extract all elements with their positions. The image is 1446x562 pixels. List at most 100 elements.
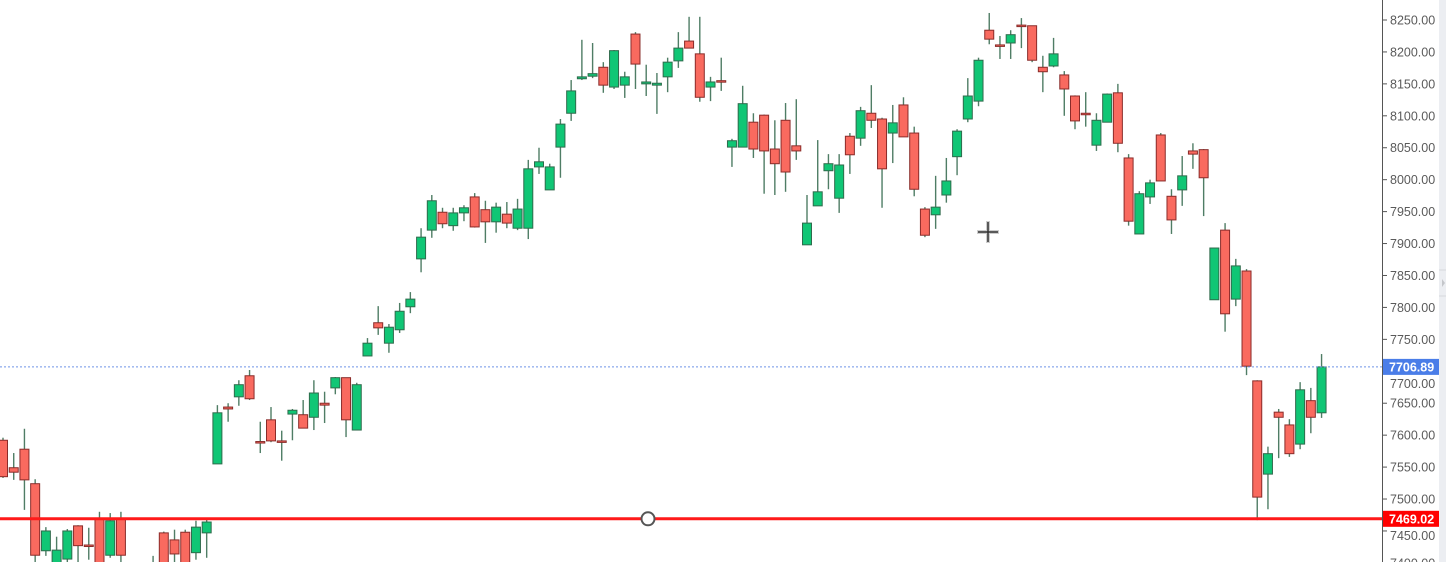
candle-body — [51, 549, 62, 562]
candle-body — [1016, 24, 1027, 28]
candle-down — [1273, 408, 1284, 459]
candle-down — [1187, 143, 1198, 169]
candle-up — [523, 159, 534, 240]
candle-body — [1295, 389, 1306, 445]
candle-up — [416, 228, 427, 273]
candle-up — [576, 39, 587, 81]
candle-down — [1123, 154, 1134, 226]
candle-body — [877, 118, 888, 170]
horizontal-line-handle[interactable] — [640, 511, 656, 527]
candle-up — [609, 50, 620, 89]
candle-body — [1070, 95, 1080, 122]
candle-down — [1155, 133, 1166, 182]
candle-down — [158, 531, 169, 562]
candle-down — [1080, 92, 1091, 127]
last-price-badge: 7706.89 — [1383, 358, 1439, 375]
candle-up — [705, 76, 716, 102]
candle-body — [1241, 270, 1252, 367]
candle-up — [212, 405, 223, 465]
candle-down — [152, 555, 154, 562]
candle-up — [362, 338, 373, 357]
candle-body — [319, 402, 330, 406]
candle-down — [994, 35, 1005, 59]
candle-up — [1091, 113, 1102, 151]
candle-body — [266, 419, 276, 442]
horizontal-line-price-label: 7469.02 — [1389, 512, 1434, 526]
candle-body — [866, 112, 877, 121]
candle-body — [308, 392, 319, 418]
candle-body — [255, 441, 266, 444]
candle-body — [1102, 93, 1113, 123]
candle-down — [1070, 95, 1080, 130]
candle-body — [1005, 34, 1016, 44]
candle-up — [426, 195, 437, 238]
candle-body — [491, 206, 502, 223]
candle-body — [587, 73, 598, 77]
candle-body — [105, 520, 116, 556]
candle-body — [844, 135, 855, 156]
candle-body — [40, 530, 51, 552]
candle-up — [51, 536, 62, 562]
candle-down — [909, 126, 920, 197]
candle-up — [233, 380, 244, 406]
y-tick-label: 7450.00 — [1390, 529, 1435, 543]
candle-down — [748, 113, 759, 158]
candle-down — [1166, 189, 1177, 234]
candle-up — [641, 64, 652, 97]
candle-body — [909, 132, 920, 190]
candle-up — [330, 377, 341, 395]
candle-down — [73, 525, 84, 562]
candle-down — [8, 453, 19, 480]
candle-down — [877, 117, 888, 208]
candle-down — [716, 57, 727, 91]
candle-body — [1134, 193, 1145, 235]
candle-up — [1262, 446, 1273, 510]
candle-body — [405, 298, 416, 308]
y-tick-label: 7750.00 — [1390, 333, 1435, 347]
candle-body — [1262, 453, 1273, 475]
candle-up — [673, 32, 684, 68]
candle-body — [555, 123, 566, 148]
y-tick-label: 7650.00 — [1390, 397, 1435, 411]
candle-body — [394, 310, 405, 331]
price-axis[interactable]: 8250.00 8200.00 8150.00 8100.00 8050.00 8000.… — [1382, 0, 1446, 562]
candle-down — [83, 527, 94, 560]
candle-down — [266, 407, 276, 443]
candle-up — [555, 118, 566, 178]
candle-body — [919, 208, 930, 236]
candle-body — [1080, 112, 1091, 116]
candle-down — [1305, 387, 1316, 434]
candle-body — [855, 110, 866, 139]
candle-up — [823, 154, 834, 190]
candle-down — [1027, 25, 1038, 63]
candle-body — [190, 526, 201, 554]
candle-body — [1284, 424, 1295, 455]
candle-up — [812, 140, 823, 207]
candle-up — [201, 518, 212, 558]
candle-up — [62, 529, 73, 562]
candle-down — [598, 62, 609, 93]
candle-down — [0, 437, 8, 478]
candle-down — [684, 16, 695, 49]
candle-body — [512, 208, 523, 229]
candle-body — [201, 521, 212, 534]
y-tick-label: 8050.00 — [1390, 141, 1435, 155]
candle-body — [62, 530, 73, 560]
expand-panel-arrow-icon[interactable] — [1442, 279, 1445, 287]
candle-body — [1177, 175, 1188, 191]
candle-body — [1091, 119, 1102, 146]
candle-up — [1230, 258, 1241, 307]
candle-body — [1305, 400, 1316, 418]
candle-body — [1037, 66, 1048, 73]
candle-up — [190, 520, 201, 560]
candle-up — [834, 154, 845, 213]
candle-body — [223, 406, 234, 410]
candle-body — [534, 161, 544, 168]
candle-up — [1145, 179, 1156, 204]
candle-body — [448, 212, 459, 227]
candle-body — [1198, 149, 1209, 179]
candle-body — [212, 412, 223, 465]
candle-body — [737, 103, 748, 148]
candle-body — [1112, 92, 1123, 144]
